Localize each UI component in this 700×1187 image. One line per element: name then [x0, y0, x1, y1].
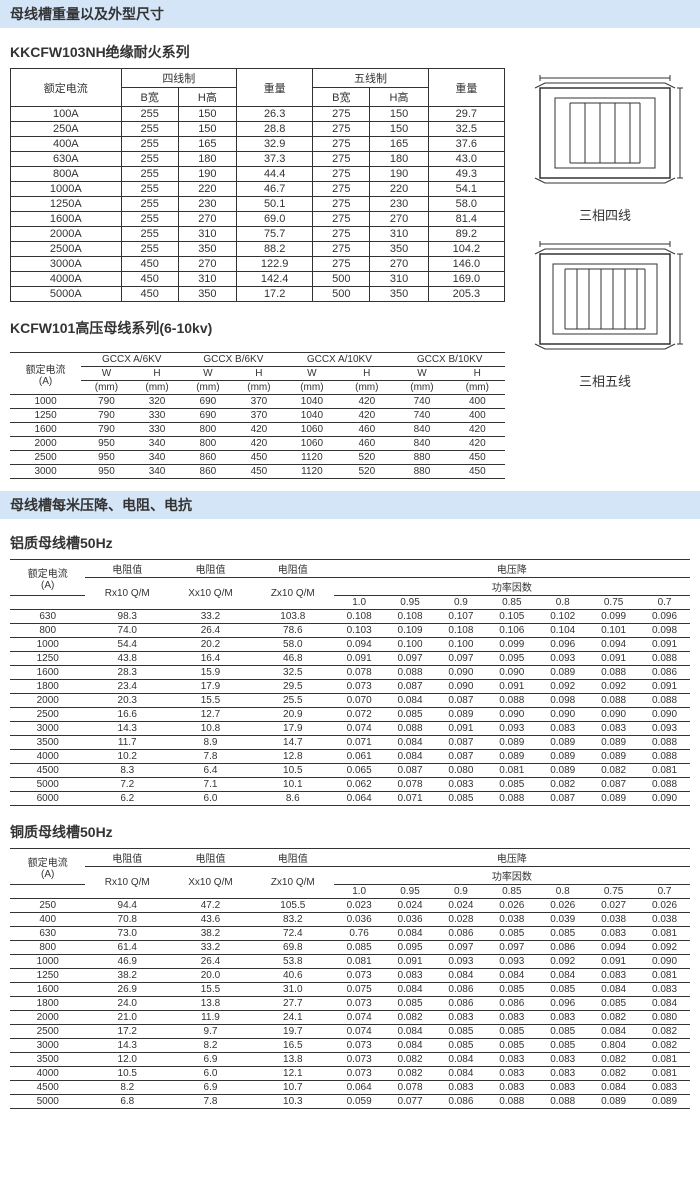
- section-header-2: 母线槽每米压降、电阻、电抗: [0, 491, 700, 519]
- table-row: 50007.27.110.10.0620.0780.0830.0850.0820…: [10, 778, 690, 792]
- table-row: 1600A25527069.027527081.4: [11, 212, 505, 227]
- th-5wire: 五线制: [313, 69, 428, 88]
- table-row: 5000A45035017.2500350205.3: [11, 287, 505, 302]
- table-row: 400010.27.812.80.0610.0840.0870.0890.089…: [10, 750, 690, 764]
- th-current: 额定电流: [11, 69, 122, 107]
- table-row: 3000A450270122.9275270146.0: [11, 257, 505, 272]
- table-row: 45008.26.910.70.0640.0780.0830.0830.0830…: [10, 1081, 690, 1095]
- table-row: 45008.36.410.50.0650.0870.0800.0810.0890…: [10, 764, 690, 778]
- table-row: 350011.78.914.70.0710.0840.0870.0890.089…: [10, 736, 690, 750]
- th-t2-current: 额定电流(A): [10, 353, 81, 395]
- table-row: 180024.013.827.70.0730.0850.0860.0860.09…: [10, 997, 690, 1011]
- table-row: 20009503408004201060460840420: [10, 437, 505, 451]
- table-row: 350012.06.913.80.0730.0820.0840.0830.083…: [10, 1053, 690, 1067]
- table-row: 10007903206903701040420740400: [10, 395, 505, 409]
- th-hh2: H高: [370, 88, 428, 107]
- table-row: 80061.433.269.80.0850.0950.0970.0970.086…: [10, 941, 690, 955]
- table-row: 12507903306903701040420740400: [10, 409, 505, 423]
- table-row: 4000A450310142.4500310169.0: [11, 272, 505, 287]
- diagram-5wire: 三相五线: [520, 234, 690, 390]
- th-weight2: 重量: [428, 69, 504, 107]
- table-row: 630A25518037.327518043.0: [11, 152, 505, 167]
- diagram-1-label: 三相四线: [520, 205, 690, 224]
- series-1-title: KKCFW103NH绝缘耐火系列: [0, 36, 700, 68]
- table-row: 125038.220.040.60.0730.0830.0840.0840.08…: [10, 969, 690, 983]
- table-row: 250016.612.720.90.0720.0850.0890.0900.09…: [10, 708, 690, 722]
- table-row: 50006.87.810.30.0590.0770.0860.0880.0880…: [10, 1095, 690, 1109]
- table-row: 160028.315.932.50.0780.0880.0900.0900.08…: [10, 666, 690, 680]
- th-bw1: B宽: [121, 88, 178, 107]
- table-aluminum: 额定电流(A)电阻值电阻值电阻值电压降Rx10 Q/MXx10 Q/MZx10 …: [10, 559, 690, 806]
- table-row: 250A25515028.827515032.5: [11, 122, 505, 137]
- series-2-title: KCFW101高压母线系列(6-10kv): [10, 312, 505, 344]
- table-row: 160026.915.531.00.0750.0840.0860.0850.08…: [10, 983, 690, 997]
- section-header-1: 母线槽重量以及外型尺寸: [0, 0, 700, 28]
- th-4wire: 四线制: [121, 69, 236, 88]
- table-row: 200020.315.525.50.0700.0840.0870.0880.09…: [10, 694, 690, 708]
- table-row: 63098.333.2103.80.1080.1080.1070.1050.10…: [10, 610, 690, 624]
- cu-title: 铜质母线槽50Hz: [0, 816, 700, 848]
- table-row: 30009503408604501120520880450: [10, 465, 505, 479]
- table-row: 25009503408604501120520880450: [10, 451, 505, 465]
- table-row: 300014.310.817.90.0740.0880.0910.0930.08…: [10, 722, 690, 736]
- table-row: 60006.26.08.60.0640.0710.0850.0880.0870.…: [10, 792, 690, 806]
- table-row: 400A25516532.927516537.6: [11, 137, 505, 152]
- table-row: 300014.38.216.50.0730.0840.0850.0850.085…: [10, 1039, 690, 1053]
- table-row: 40070.843.683.20.0360.0360.0280.0380.039…: [10, 913, 690, 927]
- table-row: 250017.29.719.70.0740.0840.0850.0850.085…: [10, 1025, 690, 1039]
- al-title: 铝质母线槽50Hz: [0, 527, 700, 559]
- table-row: 100054.420.258.00.0940.1000.1000.0990.09…: [10, 638, 690, 652]
- table-row: 25094.447.2105.50.0230.0240.0240.0260.02…: [10, 899, 690, 913]
- th-hh1: H高: [178, 88, 236, 107]
- table-row: 16007903308004201060460840420: [10, 423, 505, 437]
- table-row: 1250A25523050.127523058.0: [11, 197, 505, 212]
- table-row: 1000A25522046.727522054.1: [11, 182, 505, 197]
- th-bw2: B宽: [313, 88, 370, 107]
- table-row: 2000A25531075.727531089.2: [11, 227, 505, 242]
- table-copper: 额定电流(A)电阻值电阻值电阻值电压降Rx10 Q/MXx10 Q/MZx10 …: [10, 848, 690, 1109]
- table-row: 2500A25535088.2275350104.2: [11, 242, 505, 257]
- diagram-2-label: 三相五线: [520, 371, 690, 390]
- table-row: 100A25515026.327515029.7: [11, 107, 505, 122]
- table-2: 额定电流(A) GCCX A/6KV GCCX B/6KV GCCX A/10K…: [10, 352, 505, 479]
- table-row: 400010.56.012.10.0730.0820.0840.0830.083…: [10, 1067, 690, 1081]
- table-row: 100046.926.453.80.0810.0910.0930.0930.09…: [10, 955, 690, 969]
- table-row: 80074.026.478.60.1030.1090.1080.1060.104…: [10, 624, 690, 638]
- diagram-4wire: 三相四线: [520, 68, 690, 224]
- table-row: 125043.816.446.80.0910.0970.0970.0950.09…: [10, 652, 690, 666]
- table-row: 63073.038.272.40.760.0840.0860.0850.0850…: [10, 927, 690, 941]
- table-row: 200021.011.924.10.0740.0820.0830.0830.08…: [10, 1011, 690, 1025]
- th-weight1: 重量: [237, 69, 313, 107]
- table-1: 额定电流 四线制 重量 五线制 重量 B宽 H高 B宽 H高 100A25515…: [10, 68, 505, 302]
- table-row: 180023.417.929.50.0730.0870.0900.0910.09…: [10, 680, 690, 694]
- table-row: 800A25519044.427519049.3: [11, 167, 505, 182]
